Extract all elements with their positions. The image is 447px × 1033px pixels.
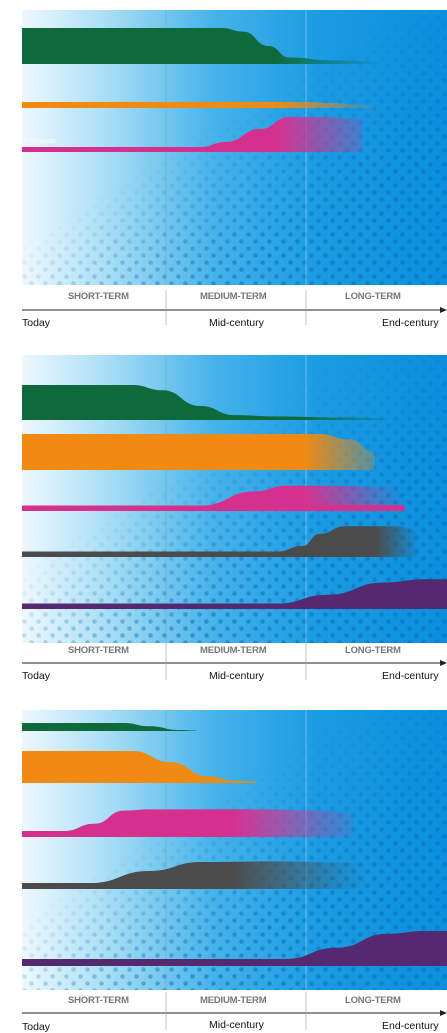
time-today: Today — [22, 1021, 51, 1033]
series-green — [22, 28, 396, 64]
term-long: LONG-TERM — [345, 291, 401, 302]
term-short: SHORT-TERM — [68, 291, 129, 302]
term-long: LONG-TERM — [345, 645, 401, 656]
axis-arrowhead — [440, 1010, 447, 1016]
panel-1: In T2 islands SHORT-TERM MEDIUM-TERM LON… — [0, 0, 447, 330]
series-green — [22, 385, 388, 420]
series-orange — [22, 102, 388, 108]
term-long: LONG-TERM — [345, 995, 401, 1006]
series-area — [22, 28, 396, 152]
panel-3-diagram — [22, 710, 447, 1030]
series-gray — [22, 526, 418, 557]
series-magenta — [22, 485, 405, 511]
time-mid-century: Mid-century — [209, 1019, 264, 1031]
axis — [22, 290, 447, 325]
series-orange — [22, 751, 256, 783]
series-area-lower — [22, 526, 447, 609]
series-orange — [22, 434, 375, 470]
time-mid-century: Mid-century — [209, 317, 264, 329]
series-magenta — [22, 809, 354, 837]
axis-arrowhead — [440, 307, 447, 313]
time-end-century: End-century — [382, 317, 439, 329]
series-gray — [22, 861, 384, 889]
series-magenta — [22, 117, 362, 152]
time-today: Today — [22, 317, 51, 329]
series-green — [22, 723, 197, 731]
time-end-century: End-century — [382, 1020, 439, 1032]
series-area — [22, 723, 384, 889]
term-medium: MEDIUM-TERM — [200, 291, 267, 302]
term-medium: MEDIUM-TERM — [200, 995, 267, 1006]
term-short: SHORT-TERM — [68, 995, 129, 1006]
axis — [22, 992, 447, 1030]
term-medium: MEDIUM-TERM — [200, 645, 267, 656]
series-area — [22, 385, 405, 511]
panel-1-note: In T2 islands — [22, 139, 57, 145]
panel-1-diagram — [22, 10, 447, 325]
series-purple — [22, 579, 447, 609]
term-short: SHORT-TERM — [68, 645, 129, 656]
axis — [22, 643, 447, 680]
time-mid-century: Mid-century — [209, 670, 264, 682]
panel-2: SHORT-TERM MEDIUM-TERM LONG-TERM Today M… — [0, 345, 447, 685]
panel-3: SHORT-TERM MEDIUM-TERM LONG-TERM Today M… — [0, 700, 447, 1033]
time-today: Today — [22, 670, 51, 682]
series-purple — [22, 931, 447, 966]
axis-arrowhead — [440, 660, 447, 666]
panel-2-diagram — [22, 355, 447, 680]
time-end-century: End-century — [382, 670, 439, 682]
